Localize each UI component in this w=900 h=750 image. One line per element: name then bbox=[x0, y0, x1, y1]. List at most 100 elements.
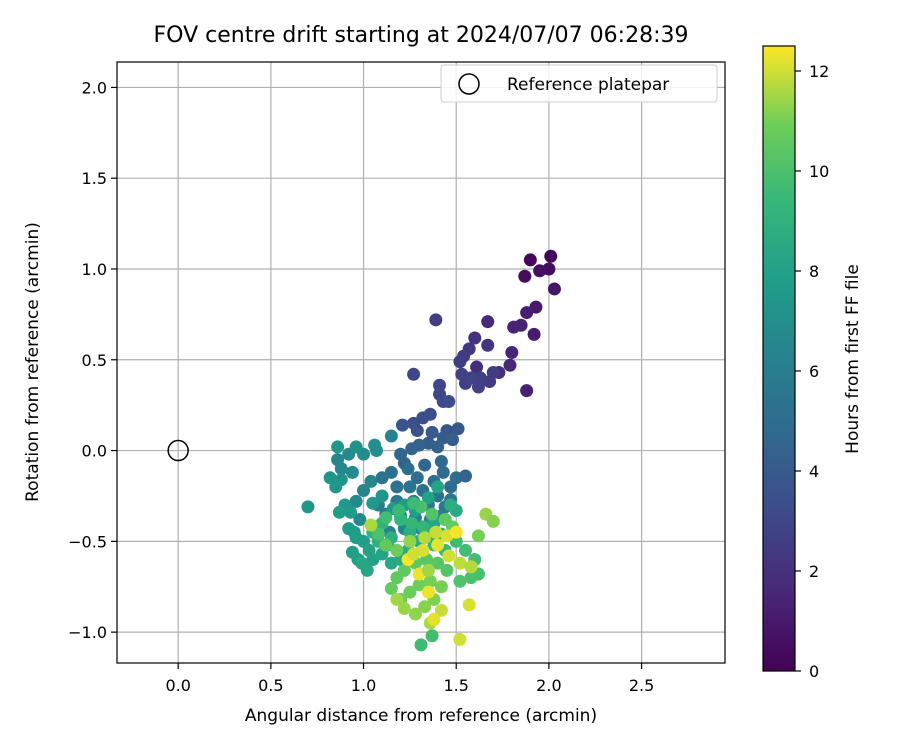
data-point bbox=[412, 578, 426, 592]
data-point bbox=[345, 465, 359, 479]
colorbar-label: Hours from first FF file bbox=[843, 264, 863, 454]
x-tick-label: 1.0 bbox=[351, 676, 376, 695]
data-point bbox=[431, 440, 445, 454]
data-point bbox=[390, 592, 404, 606]
x-axis: 0.0 0.5 1.0 1.5 2.0 2.5 bbox=[165, 663, 654, 695]
x-tick-label: 2.0 bbox=[536, 676, 561, 695]
legend-label: Reference platepar bbox=[507, 75, 669, 95]
data-point bbox=[425, 425, 439, 439]
data-point bbox=[425, 507, 439, 521]
y-tick-label: 1.5 bbox=[82, 169, 107, 188]
data-point bbox=[458, 543, 472, 557]
data-point bbox=[390, 480, 404, 494]
data-point bbox=[421, 563, 435, 577]
plot-area: 0.0 0.5 1.0 1.5 2.0 2.5 −1.0 −0.5 0.0 0.5 1.0 1.5 2… bbox=[68, 61, 726, 695]
data-point bbox=[344, 505, 358, 519]
y-tick-label: 2.0 bbox=[82, 78, 107, 97]
data-point bbox=[444, 498, 458, 512]
data-point bbox=[423, 574, 437, 588]
chart-title: FOV centre drift starting at 2024/07/07 … bbox=[154, 23, 689, 48]
data-point bbox=[505, 346, 519, 360]
data-point bbox=[364, 474, 378, 488]
data-point bbox=[379, 538, 393, 552]
data-point bbox=[375, 471, 389, 485]
data-point bbox=[434, 603, 448, 617]
x-axis-label: Angular distance from reference (arcmin) bbox=[245, 706, 597, 726]
x-tick-label: 0.0 bbox=[165, 676, 190, 695]
data-point bbox=[503, 358, 517, 372]
data-point bbox=[421, 585, 435, 599]
data-point bbox=[458, 469, 472, 483]
legend-marker-icon bbox=[458, 73, 480, 95]
data-point bbox=[523, 253, 537, 267]
y-tick-label: −1.0 bbox=[68, 623, 107, 642]
data-point bbox=[395, 418, 409, 432]
data-point bbox=[442, 549, 456, 563]
data-point bbox=[453, 632, 467, 646]
data-point bbox=[486, 514, 500, 528]
data-point bbox=[471, 529, 485, 543]
data-point bbox=[507, 320, 521, 334]
colorbar-tick-label: 2 bbox=[809, 562, 819, 581]
colorbar-ticks: 0 2 4 6 8 10 12 bbox=[795, 62, 829, 681]
data-point bbox=[453, 556, 467, 570]
y-tick-label: 0.5 bbox=[82, 351, 107, 370]
data-point bbox=[301, 500, 315, 514]
data-point bbox=[331, 440, 345, 454]
data-point bbox=[371, 527, 385, 541]
data-point bbox=[518, 269, 532, 283]
colorbar-tick-label: 6 bbox=[809, 362, 819, 381]
colorbar-tick-label: 10 bbox=[809, 162, 829, 181]
data-point bbox=[331, 453, 345, 467]
y-axis: −1.0 −0.5 0.0 0.5 1.0 1.5 2.0 bbox=[68, 78, 117, 642]
data-point bbox=[408, 607, 422, 621]
data-point bbox=[547, 282, 561, 296]
data-point bbox=[349, 494, 363, 508]
data-point bbox=[421, 491, 435, 505]
data-point bbox=[357, 484, 371, 498]
data-point bbox=[434, 580, 448, 594]
data-point bbox=[414, 638, 428, 652]
data-point bbox=[471, 380, 485, 394]
y-axis-label: Rotation from reference (arcmin) bbox=[23, 222, 43, 502]
data-point bbox=[384, 429, 398, 443]
data-point bbox=[427, 612, 441, 626]
plot-frame bbox=[116, 61, 726, 664]
colorbar-gradient bbox=[762, 45, 796, 672]
data-point bbox=[401, 462, 415, 476]
y-tick-label: 0.0 bbox=[82, 442, 107, 461]
data-point bbox=[442, 395, 456, 409]
data-point bbox=[368, 438, 382, 452]
data-point bbox=[453, 355, 467, 369]
data-point bbox=[520, 384, 534, 398]
data-point bbox=[342, 522, 356, 536]
data-point bbox=[481, 338, 495, 352]
data-point bbox=[403, 585, 417, 599]
data-point bbox=[416, 520, 430, 534]
data-point bbox=[403, 480, 417, 494]
reference-marker bbox=[167, 439, 189, 462]
data-point bbox=[384, 582, 398, 596]
data-point bbox=[418, 531, 432, 545]
data-point bbox=[520, 306, 534, 320]
data-point bbox=[429, 313, 443, 327]
legend: Reference platepar bbox=[440, 64, 718, 103]
data-point bbox=[429, 525, 443, 539]
data-point bbox=[418, 458, 432, 472]
data-point bbox=[464, 571, 478, 585]
data-point bbox=[390, 543, 404, 557]
data-point bbox=[390, 571, 404, 585]
data-point bbox=[407, 547, 421, 561]
data-point bbox=[438, 513, 452, 527]
data-point bbox=[410, 471, 424, 485]
data-point bbox=[353, 513, 367, 527]
x-tick-label: 0.5 bbox=[258, 676, 283, 695]
reference-platepar-marker bbox=[167, 439, 189, 462]
data-point bbox=[468, 331, 482, 345]
data-point bbox=[332, 505, 346, 519]
data-point bbox=[329, 480, 343, 494]
data-point bbox=[405, 516, 419, 530]
data-point bbox=[444, 480, 458, 494]
data-point bbox=[379, 511, 393, 525]
